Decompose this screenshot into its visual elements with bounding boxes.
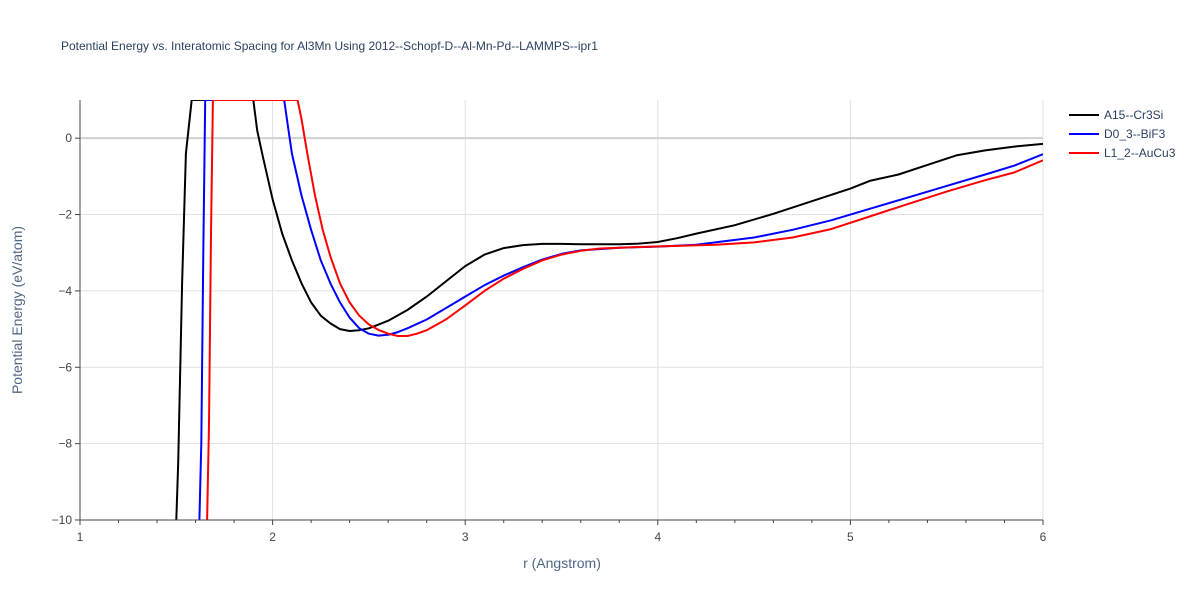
series-line-D0_3--BiF3[interactable] [198,100,1043,520]
x-tick-label: 2 [269,530,276,544]
x-tick-label: 6 [1040,530,1047,544]
legend-item-D0_3--BiF3[interactable]: D0_3--BiF3 [1069,127,1166,141]
legend-label: A15--Cr3Si [1104,108,1163,122]
x-tick-label: 3 [462,530,469,544]
legend-item-L1_2--AuCu3[interactable]: L1_2--AuCu3 [1069,146,1176,160]
x-tick-label: 4 [654,530,661,544]
axes: 1 2 3 4 5 6 0 −2 −4 −6 −8 −10 [52,100,1047,544]
series-line-A15--Cr3Si[interactable] [175,100,1043,520]
y-tick-label: −4 [58,284,72,298]
y-tick-label: 0 [65,131,72,145]
y-tick-label: −2 [58,208,72,222]
legend-label: L1_2--AuCu3 [1104,146,1176,160]
y-tick-label: −6 [58,360,72,374]
plot-area[interactable] [175,100,1043,520]
x-tick-label: 1 [77,530,84,544]
legend[interactable]: A15--Cr3Si D0_3--BiF3 L1_2--AuCu3 [1069,108,1176,160]
legend-label: D0_3--BiF3 [1104,127,1166,141]
chart-title: Potential Energy vs. Interatomic Spacing… [61,39,598,53]
y-tick-label: −8 [58,437,72,451]
x-axis-title: r (Angstrom) [523,555,601,571]
legend-item-A15--Cr3Si[interactable]: A15--Cr3Si [1069,108,1163,122]
y-axis-title: Potential Energy (eV/atom) [9,226,25,394]
x-tick-label: 5 [847,530,854,544]
grid-layer [80,100,1044,520]
series-line-L1_2--AuCu3[interactable] [206,100,1043,520]
y-tick-label: −10 [52,513,73,527]
